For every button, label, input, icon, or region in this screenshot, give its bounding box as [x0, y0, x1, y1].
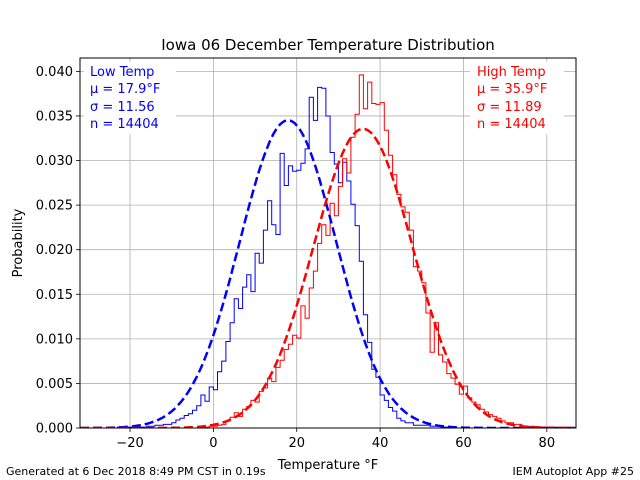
x-axis-label: Temperature °F	[277, 458, 378, 473]
x-tick-label: −20	[116, 436, 143, 451]
x-tick-label: 60	[455, 436, 472, 451]
low-temp-normal-curve	[80, 119, 576, 428]
plot-area-frame	[79, 57, 577, 429]
y-tick-label: 0.025	[36, 199, 73, 214]
high-temp-stats-title: High Temp	[477, 65, 546, 80]
y-tick-label: 0.020	[36, 243, 73, 258]
high-temp-stats-box: High Temp μ = 35.9°F σ = 11.89 n = 14404	[470, 62, 564, 134]
low-temp-mean: μ = 17.9°F	[90, 82, 160, 97]
x-tick-label: 80	[539, 436, 556, 451]
x-axis: −20 0 20 40 60 80	[116, 428, 555, 451]
footer-generated-text: Generated at 6 Dec 2018 8:49 PM CST in 0…	[6, 465, 266, 478]
low-temp-count: n = 14404	[90, 117, 159, 132]
y-tick-label: 0.040	[36, 65, 73, 80]
high-temp-sigma: σ = 11.89	[477, 100, 542, 115]
chart-title: Iowa 06 December Temperature Distributio…	[161, 36, 495, 54]
footer-app-label: IEM Autoplot App #25	[512, 465, 635, 478]
y-tick-label: 0.005	[36, 377, 73, 392]
y-tick-label: 0.000	[36, 422, 73, 437]
low-temp-histogram	[100, 86, 456, 428]
y-axis: 0.000 0.005 0.010 0.015 0.020 0.025 0.030 0.035…	[36, 65, 80, 437]
x-tick-label: 0	[209, 436, 217, 451]
x-tick-label: 40	[372, 436, 389, 451]
high-temp-mean: μ = 35.9°F	[477, 82, 547, 97]
y-tick-label: 0.035	[36, 109, 73, 124]
y-axis-label: Probability	[11, 208, 26, 277]
low-temp-stats-title: Low Temp	[90, 65, 154, 80]
y-tick-label: 0.030	[36, 154, 73, 169]
low-temp-sigma: σ = 11.56	[90, 100, 155, 115]
low-temp-stats-box: Low Temp μ = 17.9°F σ = 11.56 n = 14404	[84, 62, 176, 134]
high-temp-count: n = 14404	[477, 117, 546, 132]
y-tick-label: 0.010	[36, 332, 73, 347]
x-tick-label: 20	[288, 436, 305, 451]
y-tick-label: 0.015	[36, 288, 73, 303]
